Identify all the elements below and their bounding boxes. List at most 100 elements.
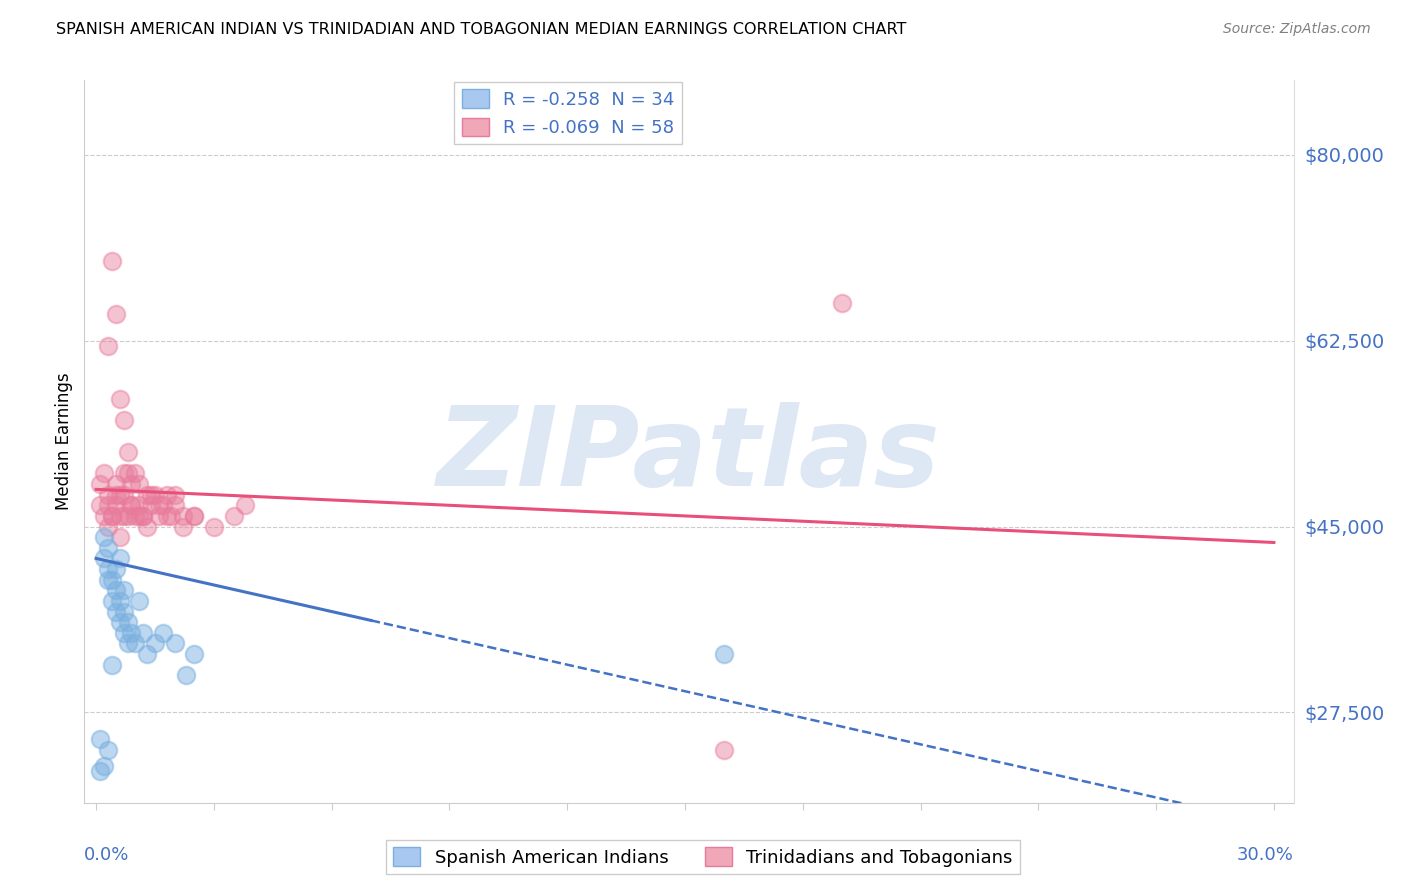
Point: [132, 508, 155, 523]
Point: [108, 488, 131, 502]
Point: [143, 636, 166, 650]
Point: [112, 467, 135, 481]
Point: [93, 530, 115, 544]
Point: [121, 625, 143, 640]
Point: [163, 488, 186, 502]
Point: [163, 498, 186, 512]
Legend: Spanish American Indians, Trinidadians and Tobagonians: Spanish American Indians, Trinidadians a…: [387, 840, 1019, 874]
Point: [121, 498, 143, 512]
Point: [108, 508, 131, 523]
Point: [183, 508, 205, 523]
Point: [233, 498, 256, 512]
Point: [97, 498, 120, 512]
Point: [112, 508, 135, 523]
Point: [713, 742, 735, 756]
Point: [93, 758, 115, 772]
Text: ZIPatlas: ZIPatlas: [437, 402, 941, 509]
Point: [128, 477, 150, 491]
Point: [108, 392, 131, 406]
Point: [172, 508, 194, 523]
Point: [108, 594, 131, 608]
Point: [124, 508, 146, 523]
Point: [93, 467, 115, 481]
Point: [121, 477, 143, 491]
Point: [112, 413, 135, 427]
Point: [163, 636, 186, 650]
Point: [128, 508, 150, 523]
Point: [112, 625, 135, 640]
Point: [831, 296, 853, 310]
Text: Source: ZipAtlas.com: Source: ZipAtlas.com: [1223, 22, 1371, 37]
Point: [713, 647, 735, 661]
Point: [93, 551, 115, 566]
Point: [97, 488, 120, 502]
Point: [128, 594, 150, 608]
Point: [101, 594, 124, 608]
Point: [112, 605, 135, 619]
Point: [97, 573, 120, 587]
Point: [124, 467, 146, 481]
Point: [121, 498, 143, 512]
Point: [117, 508, 139, 523]
Point: [172, 519, 194, 533]
Point: [152, 498, 174, 512]
Point: [124, 636, 146, 650]
Point: [101, 657, 124, 672]
Point: [101, 508, 124, 523]
Point: [117, 615, 139, 630]
Point: [183, 508, 205, 523]
Point: [108, 530, 131, 544]
Point: [139, 498, 162, 512]
Point: [132, 508, 155, 523]
Point: [108, 615, 131, 630]
Point: [183, 647, 205, 661]
Point: [93, 508, 115, 523]
Point: [104, 583, 127, 598]
Point: [156, 488, 179, 502]
Point: [89, 477, 111, 491]
Point: [104, 605, 127, 619]
Point: [89, 764, 111, 778]
Point: [136, 647, 159, 661]
Point: [143, 488, 166, 502]
Point: [112, 583, 135, 598]
Point: [128, 498, 150, 512]
Point: [104, 562, 127, 576]
Point: [156, 508, 179, 523]
Point: [97, 339, 120, 353]
Point: [117, 467, 139, 481]
Point: [89, 732, 111, 747]
Text: 30.0%: 30.0%: [1237, 847, 1294, 864]
Point: [97, 742, 120, 756]
Point: [148, 508, 170, 523]
Point: [152, 625, 174, 640]
Point: [148, 498, 170, 512]
Point: [202, 519, 225, 533]
Legend: R = -0.258  N = 34, R = -0.069  N = 58: R = -0.258 N = 34, R = -0.069 N = 58: [454, 82, 682, 145]
Point: [104, 307, 127, 321]
Point: [117, 636, 139, 650]
Point: [136, 488, 159, 502]
Point: [104, 477, 127, 491]
Point: [222, 508, 245, 523]
Point: [97, 519, 120, 533]
Point: [136, 519, 159, 533]
Point: [139, 488, 162, 502]
Text: SPANISH AMERICAN INDIAN VS TRINIDADIAN AND TOBAGONIAN MEDIAN EARNINGS CORRELATIO: SPANISH AMERICAN INDIAN VS TRINIDADIAN A…: [56, 22, 907, 37]
Text: 0.0%: 0.0%: [84, 847, 129, 864]
Point: [101, 573, 124, 587]
Point: [132, 625, 155, 640]
Point: [97, 562, 120, 576]
Point: [108, 551, 131, 566]
Point: [104, 498, 127, 512]
Point: [112, 488, 135, 502]
Point: [159, 508, 181, 523]
Point: [117, 445, 139, 459]
Y-axis label: Median Earnings: Median Earnings: [55, 373, 73, 510]
Point: [101, 253, 124, 268]
Point: [89, 498, 111, 512]
Point: [101, 508, 124, 523]
Point: [176, 668, 198, 682]
Point: [104, 488, 127, 502]
Point: [97, 541, 120, 555]
